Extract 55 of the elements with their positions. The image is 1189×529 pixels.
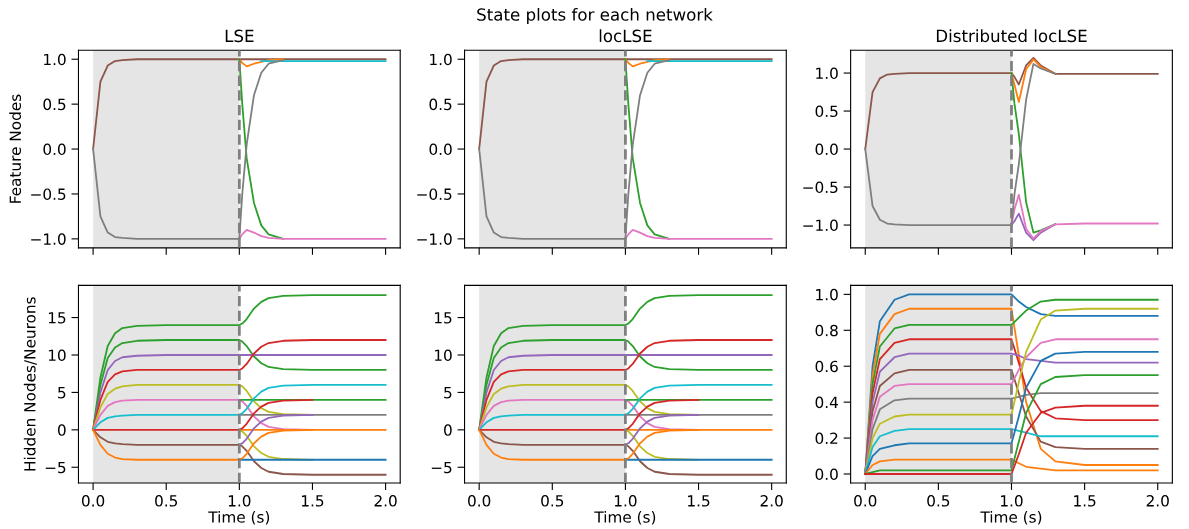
x-tick-label: 0.0 [468,495,491,507]
y-tick-label: 0.0 [815,143,838,156]
y-tick-label: 0.0 [815,468,838,481]
x-tick-label: 0.5 [927,495,950,507]
x-tick-label: 2.0 [760,495,783,507]
y-tick-label: −1.0 [803,219,838,232]
x-axis-title: Time (s) [208,510,270,525]
y-tick-label: −1.0 [31,233,66,245]
x-axis-title: Time (s) [980,510,1042,525]
y-tick-label: 0.5 [815,105,838,118]
y-tick-label: −5 [431,461,452,474]
y-tick-label: −0.5 [803,181,838,194]
x-tick-label: 1.5 [301,495,324,507]
y-tick-label: 0.2 [815,432,838,445]
y-tick-label: 10 [48,349,66,362]
y-tick-label: 0.4 [815,396,838,409]
x-axis-title: Time (s) [594,510,656,525]
y-tick-label: 0 [444,424,452,436]
y-tick-label: 0.5 [43,98,66,111]
y-tick-label: 0.8 [815,324,838,337]
x-tick-label: 1.5 [1074,495,1096,507]
x-tick-label: 0.5 [541,495,564,507]
x-tick-label: 2.0 [374,495,397,507]
x-tick-label: 0.5 [155,495,178,507]
y-tick-label: −1.0 [417,233,452,245]
x-tick-label: 1.5 [688,495,710,507]
y-tick-label: 0.0 [429,143,452,156]
y-tick-label: 1.0 [430,53,452,66]
chart-title: LSE [225,29,254,43]
x-tick-label: 0.0 [81,495,105,507]
y-tick-label: −5 [45,461,66,474]
text: State plots for each network [477,7,713,25]
x-tick-label: 1.0 [614,495,637,507]
chart-title: locLSE [599,29,652,43]
y-tick-label: 0.5 [429,98,452,111]
x-tick-label: 2.0 [1146,495,1169,507]
y-tick-label: 1.0 [816,288,838,301]
y-tick-label: 10 [434,349,452,362]
y-axis-title: Hidden Nodes/Neurons [23,297,37,471]
y-tick-label: 1.0 [816,67,838,80]
y-tick-label: 0.0 [43,143,66,156]
y-tick-label: 1.0 [44,53,66,66]
chart-title: Distributed locLSE [936,29,1087,43]
y-tick-label: 15 [434,312,452,324]
x-tick-label: 1.0 [1001,495,1023,507]
x-tick-label: 0.0 [854,495,877,507]
y-tick-label: −0.5 [31,188,66,200]
y-axis-title: Feature Nodes [9,94,22,203]
y-tick-label: −0.5 [417,188,452,200]
x-tick-label: 1.0 [228,495,251,507]
y-tick-label: 5 [444,387,452,399]
y-tick-label: 0 [57,424,66,436]
y-tick-label: 0.6 [815,360,838,373]
y-tick-label: 5 [58,387,66,399]
y-tick-label: 15 [48,312,66,324]
